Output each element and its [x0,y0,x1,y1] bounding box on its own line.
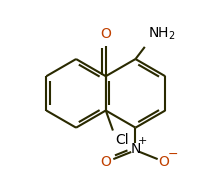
Text: Cl: Cl [115,133,129,147]
Text: +: + [138,136,147,146]
Text: O: O [100,155,111,169]
Text: N: N [130,142,141,156]
Text: O: O [159,155,169,169]
Text: NH$_2$: NH$_2$ [148,25,176,42]
Text: −: − [167,148,178,161]
Text: O: O [100,27,111,41]
